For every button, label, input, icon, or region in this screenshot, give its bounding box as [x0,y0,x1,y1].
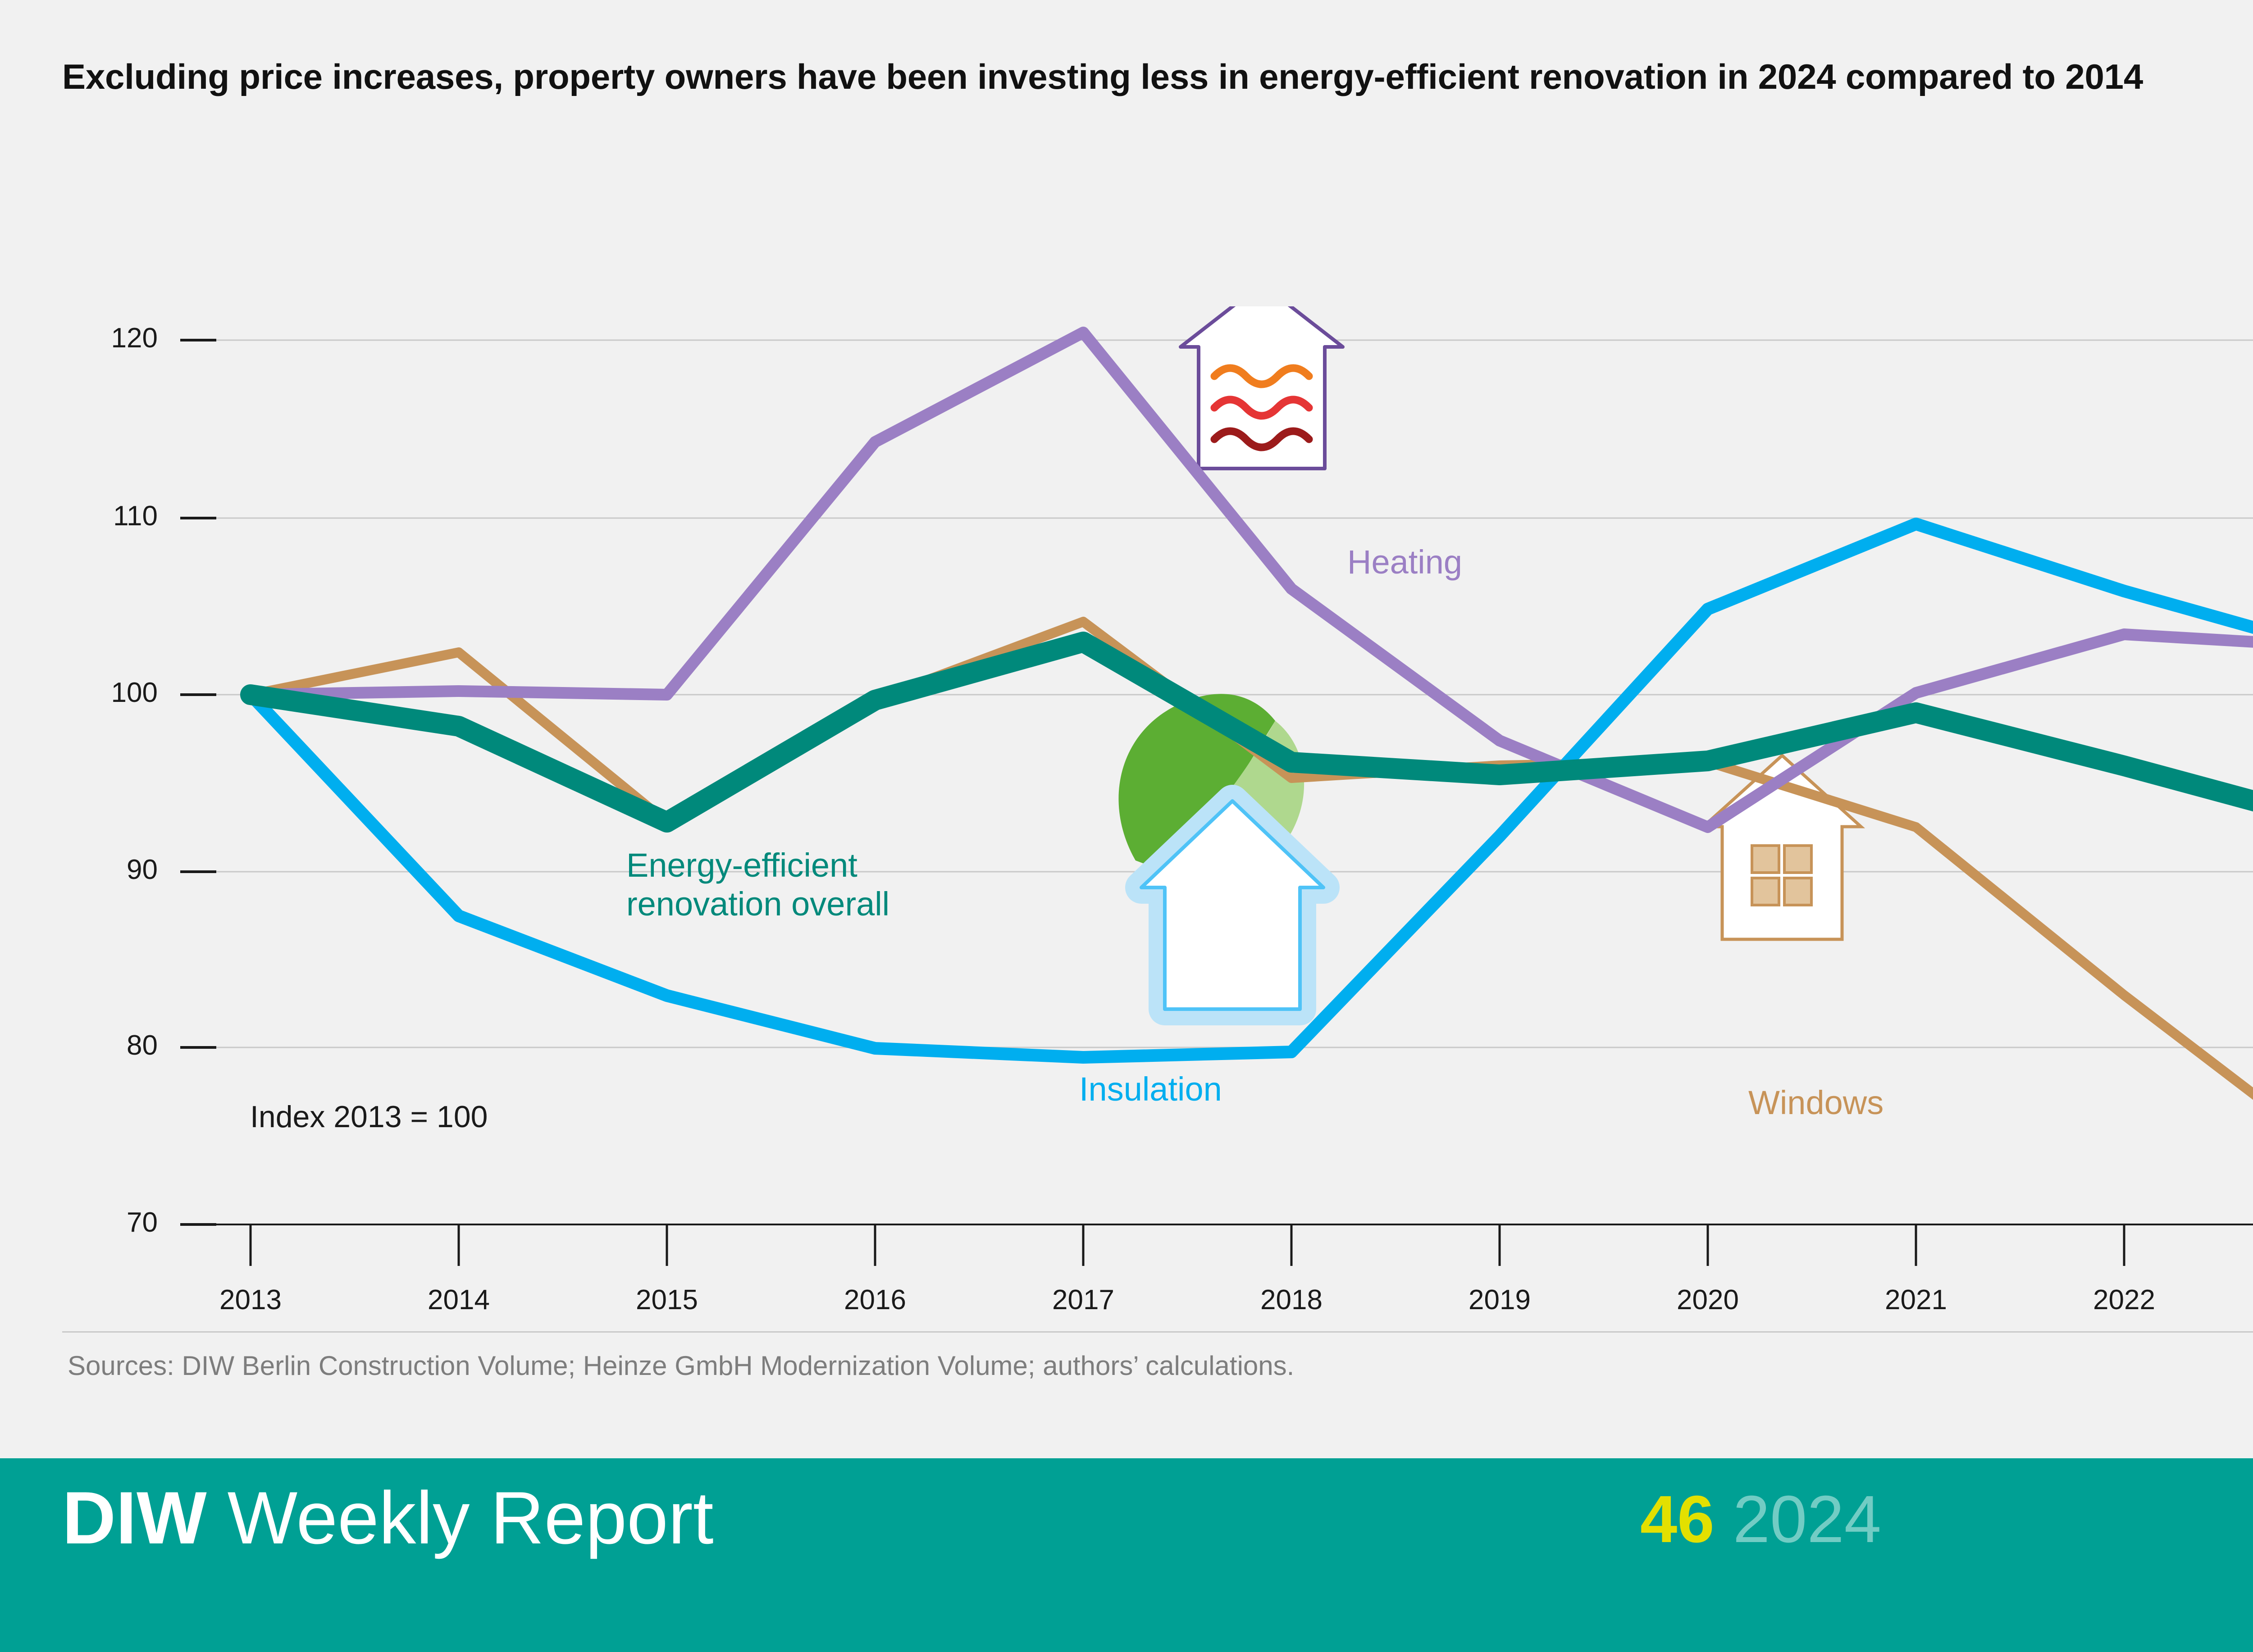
y-axis-label-100: 100 [111,677,158,708]
page-title: Excluding price increases, property owne… [62,57,2143,96]
series-line-insulation [244,518,2253,1064]
series-line-overall [240,632,2253,833]
sources-note: Sources: DIW Berlin Construction Volume;… [68,1351,1295,1381]
x-axis-label-2019: 2019 [1469,1284,1531,1315]
x-axis-label-2022: 2022 [2093,1284,2155,1315]
x-tick-marks [249,1224,2125,1266]
issue-year: 2024 [1733,1482,1881,1556]
insulation-house-icon [1125,785,1340,1025]
heating-house-icon [1179,306,1345,470]
bottom-brand-bar: DIW Weekly Report 46 2024 DIW BERLIN [0,1458,2253,1652]
series-label-overall: Energy-efficient renovation overall [626,846,890,923]
x-axis-label-2021: 2021 [1885,1284,1947,1315]
x-axis-label-2015: 2015 [636,1284,698,1315]
chart-plot-svg [180,306,2253,1266]
x-axis-label-2013: 2013 [219,1284,282,1315]
series-label-insulation: Insulation [1079,1070,1222,1108]
series-label-windows: Windows [1748,1084,1884,1121]
line-chart: 120 110 100 90 80 70 2013 2014 2015 2016… [0,288,2253,1333]
brand-weekly-report: Weekly Report [206,1476,714,1559]
x-axis-label-2016: 2016 [844,1284,906,1315]
footer-divider [62,1331,2253,1333]
x-axis-label-2017: 2017 [1052,1284,1114,1315]
brand-wordmark: DIW Weekly Report [62,1481,714,1555]
y-axis-label-70: 70 [127,1207,158,1238]
y-axis-label-80: 80 [127,1030,158,1061]
series-line-windows [246,617,2253,1100]
y-axis-label-110: 110 [113,501,158,532]
y-tick-marks [180,339,216,1226]
issue-identifier: 46 2024 [1640,1486,1881,1553]
index-note: Index 2013 = 100 [250,1100,488,1134]
series-line-heating [245,327,2253,833]
y-axis-label-90: 90 [127,854,158,885]
x-axis-label-2018: 2018 [1260,1284,1323,1315]
x-axis-label-2020: 2020 [1677,1284,1739,1315]
series-label-heating: Heating [1347,543,1463,581]
brand-diw: DIW [62,1476,207,1559]
issue-number: 46 [1640,1482,1715,1556]
x-axis-label-2014: 2014 [428,1284,490,1315]
y-axis-label-120: 120 [111,323,158,354]
